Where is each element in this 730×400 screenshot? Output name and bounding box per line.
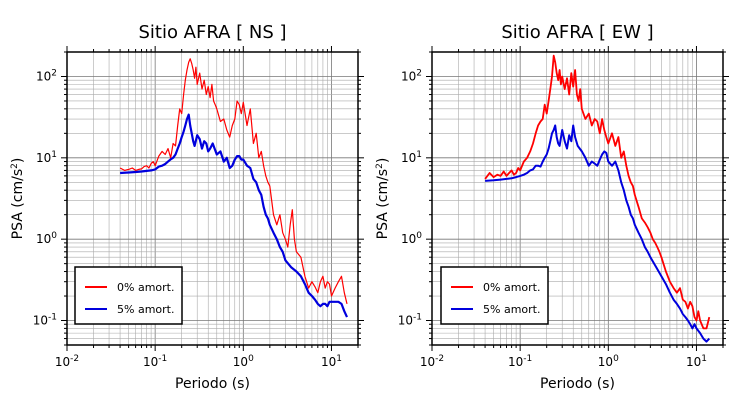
y-tick-label: 100 (401, 231, 422, 246)
series-line-0 (119, 58, 348, 305)
y-tick-label: 100 (36, 231, 57, 246)
legend-label-text: 0% amort. (483, 281, 540, 294)
legend-label-text: 0% amort. (117, 281, 174, 294)
legend-box (440, 266, 549, 325)
legend: 0% amort. 5% amort. (74, 266, 183, 325)
plot-frame (66, 51, 359, 346)
x-tick-label: 100 (233, 354, 254, 369)
y-tick-label-base: 10 (36, 232, 51, 246)
plot-frame (431, 51, 724, 346)
y-tick-label: 10-1 (398, 313, 422, 328)
legend-box (74, 266, 183, 325)
series-line-1 (485, 124, 711, 343)
x-axis-label: Periodo (s) (540, 376, 615, 392)
y-axis-label: PSA (cm/s2) (10, 158, 26, 240)
y-tick-label-base: 10 (33, 314, 48, 328)
x-tick-label-base: 10 (233, 355, 248, 369)
y-tick-label-exponent: 1 (416, 150, 422, 160)
y-tick-label-exponent: -1 (48, 313, 57, 323)
legend-label-0: 0% amort. (483, 281, 540, 294)
y-axis-label-main: PSA (cm/s (10, 169, 26, 239)
legend: 0% amort. 5% amort. (440, 266, 549, 325)
y-tick-label: 101 (401, 150, 422, 165)
y-tick-label-base: 10 (401, 232, 416, 246)
series-line-1 (120, 113, 349, 318)
chart-title-text: Sitio AFRA [ NS ] (138, 22, 286, 43)
x-tick-label-exponent: 0 (613, 354, 619, 364)
y-tick-label-base: 10 (401, 69, 416, 83)
legend-label-0: 0% amort. (117, 281, 174, 294)
legend-label-text: 5% amort. (483, 303, 540, 316)
x-tick-label-exponent: 1 (701, 354, 707, 364)
x-axis-label-text: Periodo (s) (540, 376, 615, 392)
x-tick-label: 10-2 (55, 354, 79, 369)
x-tick-label-exponent: -2 (435, 354, 444, 364)
x-tick-label-exponent: 0 (248, 354, 254, 364)
y-axis-label: PSA (cm/s2) (375, 158, 391, 240)
y-tick-label: 101 (36, 150, 57, 165)
y-axis-label-end: ) (10, 158, 26, 163)
grid (66, 51, 359, 346)
x-tick-label: 10-1 (508, 354, 532, 369)
y-tick-label-exponent: -1 (413, 313, 422, 323)
legend-label-1: 5% amort. (483, 303, 540, 316)
series-line-0 (484, 54, 711, 330)
chart-title-text: Sitio AFRA [ EW ] (501, 22, 653, 43)
y-tick-label-exponent: 2 (51, 68, 57, 78)
y-tick-label: 102 (36, 68, 57, 83)
x-tick-label-base: 10 (598, 355, 613, 369)
y-tick-label-exponent: 0 (51, 231, 57, 241)
x-tick-label-base: 10 (321, 355, 336, 369)
x-tick-label-exponent: -1 (158, 354, 167, 364)
y-tick-label-exponent: 1 (51, 150, 57, 160)
x-tick-label-base: 10 (143, 355, 158, 369)
y-tick-label-base: 10 (401, 151, 416, 165)
grid (431, 51, 724, 346)
x-tick-label: 100 (598, 354, 619, 369)
x-tick-label: 10-1 (143, 354, 167, 369)
x-tick-label: 101 (686, 354, 707, 369)
x-tick-label-base: 10 (508, 355, 523, 369)
x-axis-label-text: Periodo (s) (175, 376, 250, 392)
x-tick-label-base: 10 (55, 355, 70, 369)
chart-title: Sitio AFRA [ NS ] (138, 22, 286, 43)
y-axis-label-sup: 2 (10, 163, 20, 169)
x-tick-label-exponent: -2 (70, 354, 79, 364)
legend-label-text: 5% amort. (117, 303, 174, 316)
y-axis-label-main: PSA (cm/s (375, 169, 391, 239)
x-tick-label-base: 10 (686, 355, 701, 369)
y-tick-label: 102 (401, 68, 422, 83)
x-axis-label: Periodo (s) (175, 376, 250, 392)
y-tick-label-base: 10 (398, 314, 413, 328)
x-tick-label-exponent: 1 (336, 354, 342, 364)
x-tick-label-base: 10 (420, 355, 435, 369)
y-axis-label-sup: 2 (375, 163, 385, 169)
y-tick-label-base: 10 (36, 151, 51, 165)
legend-label-1: 5% amort. (117, 303, 174, 316)
y-tick-label: 10-1 (33, 313, 57, 328)
x-tick-label: 101 (321, 354, 342, 369)
y-tick-label-exponent: 0 (416, 231, 422, 241)
y-tick-label-base: 10 (36, 69, 51, 83)
y-tick-label-exponent: 2 (416, 68, 422, 78)
chart-title: Sitio AFRA [ EW ] (501, 22, 653, 43)
x-tick-label: 10-2 (420, 354, 444, 369)
x-tick-label-exponent: -1 (523, 354, 532, 364)
y-axis-label-end: ) (375, 158, 391, 163)
